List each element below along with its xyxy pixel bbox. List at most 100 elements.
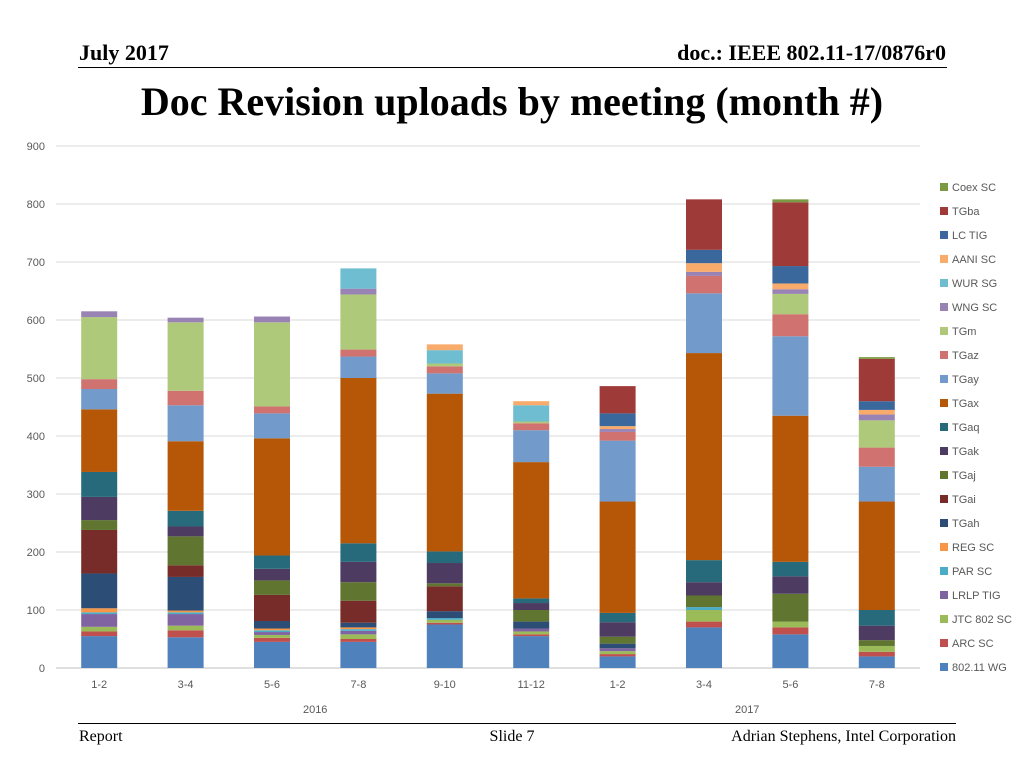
bar-segment <box>599 429 636 432</box>
legend-label: WUR SG <box>952 278 997 290</box>
bar-segment <box>513 423 550 431</box>
legend-label: WNG SC <box>952 302 997 314</box>
legend-swatch <box>940 207 948 215</box>
bar-segment <box>340 543 377 562</box>
bar-segment <box>686 353 722 561</box>
bar-segment <box>513 621 550 629</box>
bar-segment <box>340 622 377 628</box>
bar-segment <box>340 629 377 631</box>
y-tick-label: 900 <box>27 141 45 153</box>
bar-segment <box>772 561 809 577</box>
y-tick-label: 400 <box>27 431 45 443</box>
bar-segment <box>81 520 118 530</box>
bar-segment <box>426 393 463 552</box>
bar-segment <box>426 583 463 587</box>
legend-item: ARC SC <box>940 638 994 650</box>
legend-swatch <box>940 327 948 335</box>
bar-segment <box>772 634 809 668</box>
bar-segment <box>340 634 377 639</box>
legend-item: TGaj <box>940 470 976 482</box>
x-tick-label: 3-4 <box>696 679 712 691</box>
legend-swatch <box>940 255 948 263</box>
bar-segment <box>772 289 809 294</box>
bar-segment <box>340 378 377 544</box>
bar-segment <box>81 636 118 668</box>
legend-item: AANI SC <box>940 254 996 266</box>
bar-segment <box>81 573 118 609</box>
legend-item: TGm <box>940 326 976 338</box>
y-tick-label: 700 <box>27 257 45 269</box>
bar-segment <box>513 634 550 637</box>
bar-segment <box>772 266 809 284</box>
bar-segment <box>167 317 204 323</box>
footer-author: Adrian Stephens, Intel Corporation <box>731 728 956 745</box>
bar-segment <box>81 631 118 637</box>
bar-segment <box>254 322 290 407</box>
legend-label: TGaq <box>952 422 980 434</box>
bar-segment <box>254 641 290 668</box>
bar-segment <box>858 610 895 626</box>
bar-segment <box>772 576 809 594</box>
bar-segment <box>686 610 722 622</box>
legend-item: LC TIG <box>940 230 987 242</box>
legend-swatch <box>940 399 948 407</box>
bar-segment <box>772 415 809 562</box>
legend-swatch <box>940 519 948 527</box>
bar-segment <box>599 622 636 637</box>
bar-segment <box>254 555 290 569</box>
bar-segment <box>167 510 204 527</box>
bar-segment <box>858 357 895 359</box>
legend-item: WUR SG <box>940 278 997 290</box>
bar-segment <box>513 462 550 599</box>
bar-segment <box>167 630 204 638</box>
header-date: July 2017 <box>79 40 169 65</box>
footer-left: Report <box>79 728 123 745</box>
bar-stack <box>81 311 118 668</box>
bar-segment <box>81 317 118 380</box>
bar-segment <box>167 612 204 615</box>
bar-segment <box>426 586 463 612</box>
legend-swatch <box>940 567 948 575</box>
legend-swatch <box>940 447 948 455</box>
bar-segment <box>599 654 636 657</box>
x-tick-label: 1-2 <box>91 679 107 691</box>
bar-segment <box>340 349 377 357</box>
legend-swatch <box>940 495 948 503</box>
legend-item: WNG SC <box>940 302 997 314</box>
bar-stack <box>772 199 809 668</box>
bar-segment <box>167 536 204 566</box>
bar-segment <box>340 356 377 378</box>
legend-label: PAR SC <box>952 566 992 578</box>
legend-swatch <box>940 351 948 359</box>
bar-segment <box>254 632 290 635</box>
legend-label: TGai <box>952 494 976 506</box>
bar-segment <box>858 625 895 641</box>
x-group-label: 2016 <box>303 704 327 716</box>
legend-label: TGm <box>952 326 976 338</box>
x-tick-label: 3-4 <box>178 679 194 691</box>
legend-swatch <box>940 615 948 623</box>
bar-segment <box>599 440 636 502</box>
legend-swatch <box>940 303 948 311</box>
legend-label: TGax <box>952 398 979 410</box>
bar-segment <box>167 576 204 611</box>
bar-segment <box>686 621 722 628</box>
legend-label: LC TIG <box>952 230 987 242</box>
y-tick-label: 200 <box>27 547 45 559</box>
bar-segment <box>858 501 895 610</box>
legend-item: JTC 802 SC <box>940 614 1012 626</box>
legend-swatch <box>940 591 948 599</box>
legend-label: Coex SC <box>952 182 996 194</box>
legend-label: AANI SC <box>952 254 996 266</box>
bar-segment <box>340 630 377 635</box>
bar-segment <box>686 627 722 668</box>
legend-swatch <box>940 471 948 479</box>
bar-segment <box>426 551 463 564</box>
x-group-label: 2017 <box>735 704 759 716</box>
legend-item: REG SC <box>940 542 994 554</box>
bar-segment <box>167 625 204 631</box>
bar-segment <box>599 656 636 668</box>
bar-segment <box>513 636 550 668</box>
bar-stack <box>167 317 204 668</box>
bar-segment <box>167 441 204 511</box>
